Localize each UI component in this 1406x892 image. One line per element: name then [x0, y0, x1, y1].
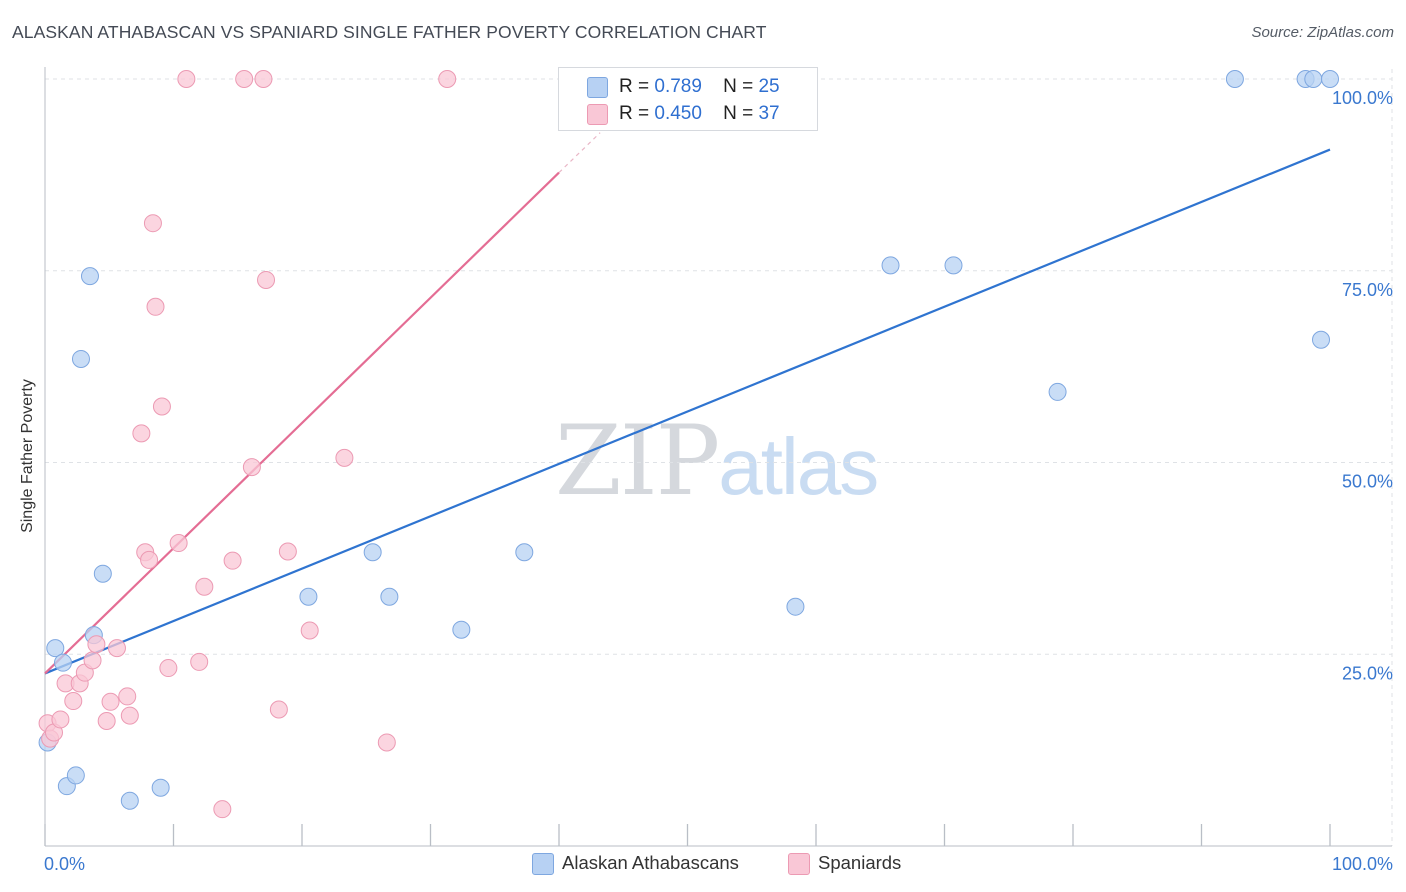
data-point — [97, 711, 116, 730]
data-point — [242, 458, 261, 477]
watermark-atlas: atlas — [718, 422, 879, 511]
data-point — [195, 577, 214, 596]
watermark-zip: ZIP — [555, 405, 720, 517]
data-point — [1225, 70, 1244, 88]
trend-line-athabascan — [44, 148, 1331, 675]
data-point — [278, 542, 297, 561]
data-point — [223, 551, 242, 570]
data-point — [53, 653, 72, 672]
data-point — [71, 349, 90, 368]
data-point — [51, 710, 70, 729]
trend-line-spaniard — [44, 171, 560, 675]
y-tick-label: 50.0% — [1342, 472, 1393, 492]
data-point — [438, 70, 457, 88]
data-point — [786, 597, 805, 616]
x-tick-label: 0.0% — [44, 854, 85, 874]
legend-n-label: N = — [723, 76, 754, 97]
data-point — [235, 70, 254, 88]
legend-n-value: 25 — [758, 76, 780, 97]
legend-r-value: 0.789 — [654, 76, 702, 97]
axes — [44, 67, 1392, 847]
data-point — [257, 270, 276, 289]
data-point — [377, 733, 396, 752]
data-point — [944, 256, 963, 275]
data-point — [177, 70, 196, 88]
data-point — [83, 651, 102, 670]
y-tick-label: 75.0% — [1342, 280, 1393, 300]
data-point — [159, 659, 178, 678]
series-athabascan — [38, 70, 1339, 810]
data-point — [881, 256, 900, 275]
chart-title: ALASKAN ATHABASCAN VS SPANIARD SINGLE FA… — [12, 22, 767, 42]
data-point — [120, 706, 139, 725]
tick-labels: 25.0% 50.0% 75.0% 100.0% 0.0% 100.0% — [44, 88, 1393, 874]
gridlines — [45, 69, 1393, 846]
data-point — [66, 766, 85, 785]
data-point — [1321, 70, 1339, 88]
data-point — [1304, 70, 1323, 88]
data-point — [213, 800, 232, 819]
data-point — [269, 700, 288, 719]
bottom-legend-swatch-athabascan — [532, 853, 554, 875]
data-point — [363, 543, 382, 562]
correlation-legend: R = 0.789 N = 25 R = 0.450 N = 37 — [558, 67, 818, 131]
data-point — [146, 297, 165, 316]
data-point — [169, 534, 188, 553]
trend-line-extension — [558, 132, 601, 174]
bottom-legend-label-spaniard: Spaniards — [818, 852, 902, 873]
series-spaniard — [38, 70, 457, 819]
trend-lines — [44, 132, 1331, 675]
data-point — [1312, 330, 1331, 349]
data-point — [452, 620, 471, 639]
data-point — [380, 587, 399, 606]
legend-r-label: R = — [619, 103, 650, 124]
data-point — [118, 687, 137, 706]
data-point — [190, 652, 209, 671]
y-tick-label: 100.0% — [1332, 88, 1393, 108]
bottom-legend-swatch-spaniard — [788, 853, 810, 875]
legend-n-value: 37 — [758, 103, 780, 124]
data-points — [38, 70, 1339, 819]
x-tick-label: 100.0% — [1332, 854, 1393, 874]
data-point — [93, 564, 112, 583]
data-point — [299, 587, 318, 606]
data-point — [1048, 382, 1067, 401]
data-point — [143, 214, 162, 233]
data-point — [46, 639, 65, 658]
data-point — [151, 778, 170, 797]
data-point — [152, 397, 171, 416]
data-point — [140, 550, 159, 569]
data-point — [515, 543, 534, 562]
legend-n-label: N = — [723, 103, 754, 124]
watermark: ZIPatlas — [555, 405, 879, 517]
data-point — [254, 70, 273, 88]
data-point — [64, 692, 83, 711]
legend-swatch-spaniard — [587, 104, 608, 125]
y-tick-label: 25.0% — [1342, 663, 1393, 683]
legend-swatch-athabascan — [587, 77, 608, 98]
data-point — [132, 424, 151, 443]
data-point — [80, 267, 99, 286]
data-point — [120, 791, 139, 810]
data-point — [87, 635, 106, 654]
bottom-legend-label-athabascan: Alaskan Athabascans — [562, 852, 739, 873]
data-point — [107, 639, 126, 658]
legend-r-value: 0.450 — [654, 103, 702, 124]
legend-r-label: R = — [619, 76, 650, 97]
data-point — [335, 448, 354, 467]
data-point — [300, 621, 319, 640]
data-point — [101, 692, 120, 711]
source-label: Source: ZipAtlas.com — [1251, 24, 1394, 41]
